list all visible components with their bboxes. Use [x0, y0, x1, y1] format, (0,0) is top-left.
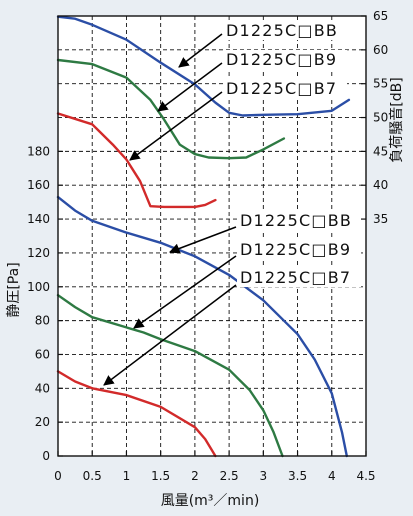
x-axis-title: 風量(m³／min): [161, 493, 260, 509]
label-noise-bb: D1225C□BB: [226, 21, 338, 40]
x-tick-label: 3.5: [288, 469, 307, 483]
y2-tick-label: 50: [373, 111, 388, 125]
x-tick-label: 0.5: [83, 469, 102, 483]
x-tick-label: 1: [123, 469, 131, 483]
y-tick-label: 0: [42, 449, 50, 463]
y-tick-label: 180: [27, 144, 50, 158]
label-pressure-b7: D1225C□B7: [240, 268, 351, 287]
y-tick-label: 60: [35, 347, 50, 361]
y2-tick-label: 60: [373, 43, 388, 57]
y2-tick-label: 45: [373, 144, 388, 158]
y2-tick-label: 55: [373, 77, 388, 91]
y-tick-label: 100: [27, 280, 50, 294]
y2-tick-label: 40: [373, 178, 388, 192]
label-pressure-b9: D1225C□B9: [240, 240, 351, 259]
label-noise-b7: D1225C□B7: [226, 79, 337, 98]
y-tick-label: 140: [27, 212, 50, 226]
y2-tick-label: 35: [373, 212, 388, 226]
x-tick-label: 1.5: [151, 469, 170, 483]
x-tick-label: 4: [328, 469, 336, 483]
y-axis-title: 静圧[Pa]: [6, 262, 22, 317]
label-noise-b9: D1225C□B9: [226, 50, 337, 69]
y2-axis-title: 負荷騒音[dB]: [388, 77, 405, 162]
y2-tick-label: 65: [373, 9, 388, 23]
x-tick-label: 2: [191, 469, 199, 483]
y-tick-label: 20: [35, 415, 50, 429]
y-tick-label: 160: [27, 178, 50, 192]
x-tick-label: 4.5: [356, 469, 375, 483]
x-tick-label: 0: [54, 469, 62, 483]
y-tick-label: 120: [27, 246, 50, 260]
y-tick-label: 40: [35, 381, 50, 395]
label-pressure-bb: D1225C□BB: [240, 211, 352, 230]
y-tick-label: 80: [35, 314, 50, 328]
x-tick-label: 3: [260, 469, 268, 483]
x-tick-label: 2.5: [220, 469, 239, 483]
